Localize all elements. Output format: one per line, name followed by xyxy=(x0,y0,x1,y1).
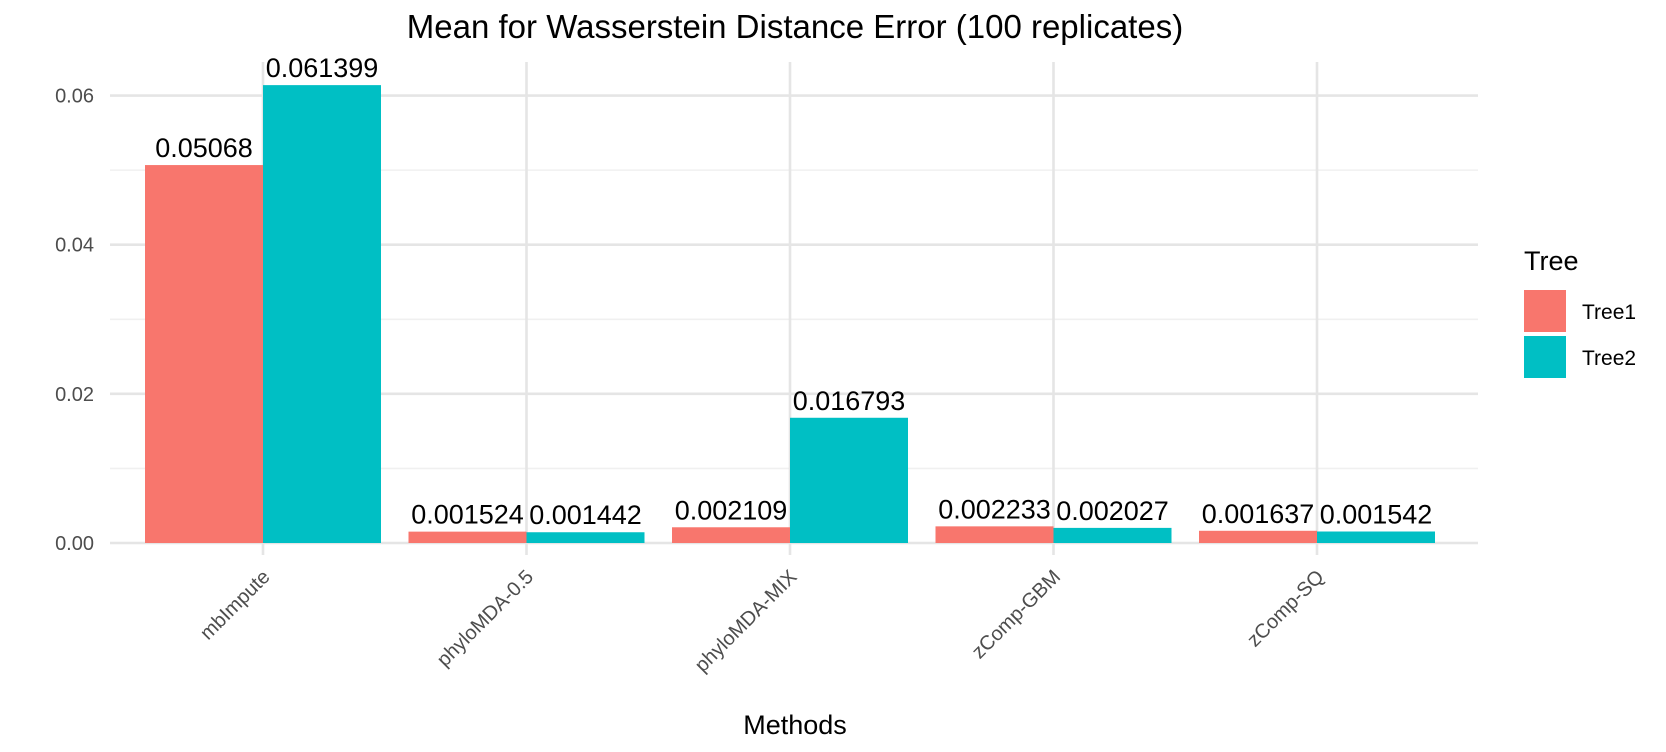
legend-items: Tree1 Tree2 xyxy=(1524,290,1636,378)
data-label: 0.05068 xyxy=(155,133,253,163)
bar-tree2-3 xyxy=(1053,527,1172,543)
bar-tree2-4 xyxy=(1317,531,1435,543)
legend-title: Tree xyxy=(1524,246,1579,276)
data-label: 0.001524 xyxy=(411,500,524,530)
data-label: 0.001637 xyxy=(1202,499,1315,529)
y-tick-label: 0.00 xyxy=(55,533,94,555)
bar-tree1-1 xyxy=(408,531,527,543)
y-axis: 0.00 0.02 0.04 0.06 xyxy=(55,86,94,555)
chart-title: Mean for Wasserstein Distance Error (100… xyxy=(407,8,1183,45)
legend-swatch-tree1 xyxy=(1524,290,1566,332)
bar-tree2-0 xyxy=(263,85,381,543)
bar-tree1-3 xyxy=(935,526,1054,543)
y-tick-label: 0.02 xyxy=(55,384,94,406)
x-axis-title: Methods xyxy=(743,710,847,740)
data-label: 0.001542 xyxy=(1320,500,1433,530)
data-label: 0.001442 xyxy=(529,500,642,530)
y-tick-label: 0.06 xyxy=(55,86,94,108)
legend-label: Tree1 xyxy=(1582,301,1636,324)
x-tick-label: phyloMDA-MIX xyxy=(691,566,802,677)
data-label: 0.061399 xyxy=(266,53,379,83)
bar-tree1-0 xyxy=(145,165,263,543)
bar-tree2-2 xyxy=(790,417,908,543)
bar-tree1-4 xyxy=(1199,530,1317,543)
legend: Tree Tree1 Tree2 xyxy=(1524,246,1636,378)
data-label: 0.002233 xyxy=(938,494,1051,524)
x-tick-label: phyloMDA-0.5 xyxy=(433,566,538,671)
data-label: 0.002027 xyxy=(1056,496,1169,526)
data-label: 0.002109 xyxy=(675,495,788,525)
x-tick-label: zComp-GBM xyxy=(968,566,1065,663)
legend-label: Tree2 xyxy=(1582,347,1636,370)
bars-layer xyxy=(145,85,1435,543)
x-tick-label: zComp-SQ xyxy=(1243,566,1328,651)
x-tick-label: mbImpute xyxy=(196,566,274,644)
x-axis: mbImpute phyloMDA-0.5 phyloMDA-MIX zComp-GB… xyxy=(196,566,1328,677)
bar-tree2-1 xyxy=(526,532,645,543)
bar-tree1-2 xyxy=(672,527,790,543)
y-tick-label: 0.04 xyxy=(55,235,94,257)
data-label: 0.016793 xyxy=(793,386,906,416)
legend-swatch-tree2 xyxy=(1524,336,1566,378)
